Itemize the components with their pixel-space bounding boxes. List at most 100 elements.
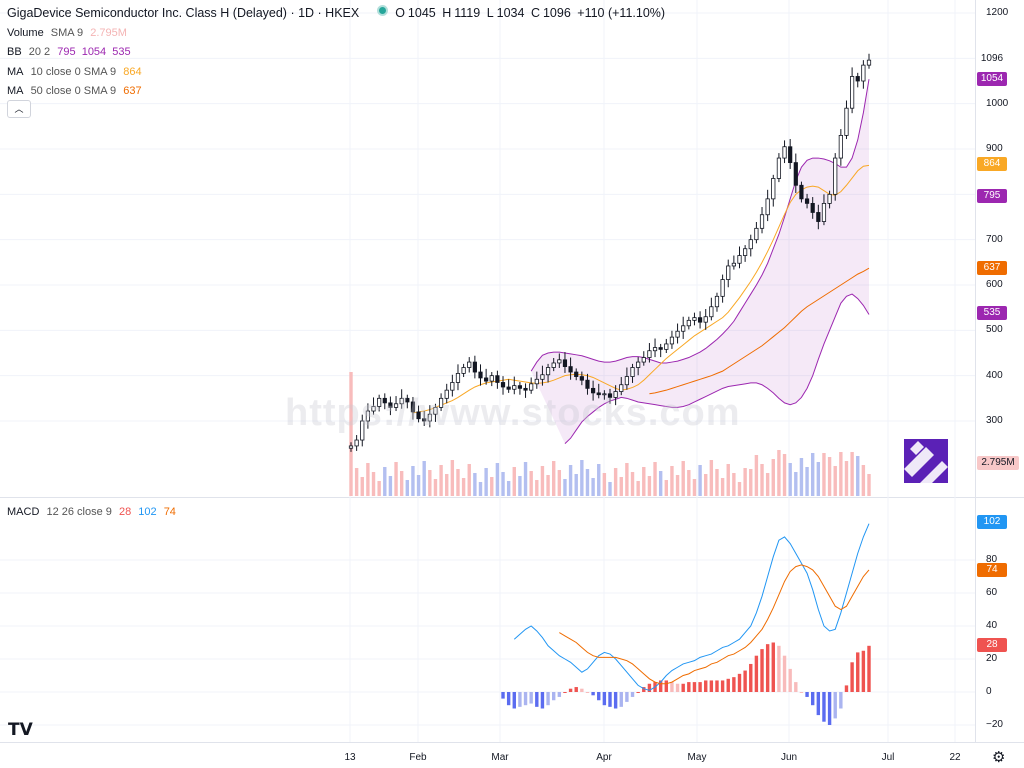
macd-histogram-bar [850,662,854,692]
price-tag: 1096 [977,52,1007,66]
volume-bar [625,463,629,496]
candle-body [838,134,843,159]
candle-body [816,212,821,222]
macd-legend[interactable]: MACD 12 26 close 9 28 102 74 [7,506,176,518]
macd-histogram-bar [720,680,725,692]
macd-tick-label: 60 [986,587,998,598]
macd-histogram-bar [681,683,685,692]
volume-bar [388,476,393,496]
price-tick-label: 600 [986,279,1003,290]
macd-histogram-bar [839,692,843,709]
candle-body [517,385,523,389]
macd-histogram-bar [630,692,635,697]
volume-legend[interactable]: Volume SMA 9 2.795M [7,27,127,39]
volume-bar [428,470,432,496]
time-tick-label: May [687,752,707,763]
tradingview-logo-icon[interactable]: 𝗧𝗩 [8,720,33,739]
ma50-legend[interactable]: MA 50 close 0 SMA 9 637 [7,85,142,97]
candle-body [652,347,658,352]
candle-body [399,397,404,405]
volume-bar [647,476,652,496]
symbol-title: GigaDevice Semiconductor Inc. Class H (D… [7,6,360,20]
macd-histogram-bar [687,682,691,692]
gear-icon[interactable]: ⚙ [992,749,1006,766]
volume-bar [523,462,528,496]
volume-bar [433,479,438,496]
volume-bar [568,465,573,496]
macd-histogram-bar [636,692,640,693]
volume-bar [551,461,556,496]
candle-body [703,316,708,323]
volume-bar [495,463,500,496]
bb-legend[interactable]: BB 20 2 795 1054 535 [7,46,131,58]
candle-body [534,378,539,385]
volume-bar [636,481,640,496]
ma10-legend[interactable]: MA 10 close 0 SMA 9 864 [7,66,142,78]
candle-body [478,371,483,379]
volume-bar [445,474,449,496]
volume-bar [608,482,612,496]
volume-bar [467,464,471,496]
macd-histogram-bar [698,682,702,692]
chevron-up-icon: ︿ [14,104,24,114]
candle-body [793,162,798,186]
time-tick-label: Jun [780,752,798,763]
macd-histogram-bar [546,692,550,706]
collapse-legend-button[interactable]: ︿ [7,100,31,118]
candle-body [743,248,748,256]
candle-body [731,262,736,267]
volume-bar [349,372,353,496]
candle-body [607,393,613,398]
volume-bar [377,481,381,496]
candle-body [630,367,635,377]
volume-bar [658,471,663,496]
volume-bar [737,482,742,496]
macd-histogram-bar [833,692,837,719]
macd-histogram-bar [613,692,618,709]
macd-histogram-bar [816,692,821,716]
volume-bar [416,475,421,496]
candle-body [850,76,855,109]
candle-body [799,184,804,200]
macd-tag: 74 [977,563,1007,577]
macd-histogram-bar [512,692,516,709]
ma50-line [649,267,870,395]
macd-tick-label: 80 [986,554,998,565]
candle-body [455,372,461,383]
candle-body [788,146,793,164]
close-value: 1096 [542,6,571,20]
candle-body [619,384,624,392]
candle-body [529,383,534,391]
volume-bar [670,466,674,496]
candle-body [348,445,354,449]
candle-body [579,376,584,381]
volume-bar [411,466,415,496]
macd-histogram-bar [557,692,562,697]
volume-bar [439,465,443,496]
macd-tag: 102 [977,515,1007,529]
macd-histogram-bar [732,677,736,692]
macd-histogram-bar [765,644,770,692]
candle-body [866,59,872,66]
macd-tick-label: 40 [986,620,998,631]
macd-histogram-bar [625,692,629,702]
price-tag: 2.795M [977,456,1019,470]
candle-body [759,214,765,229]
candle-body [444,389,449,399]
volume-bar [518,476,522,496]
macd-histogram-bar [535,692,539,707]
macd-histogram-bar [726,678,730,692]
macd-histogram-bar [799,692,804,693]
volume-bar [692,479,697,496]
candle-body [438,397,444,408]
volume-bar [557,470,562,496]
candle-body [591,387,596,394]
candle-body [365,410,370,422]
volume-bar [765,473,770,496]
candle-body [540,374,545,380]
macd-histogram-bar [670,682,674,692]
macd-histogram-bar [715,680,719,692]
volume-bar [698,465,702,496]
volume-bar [501,472,505,496]
